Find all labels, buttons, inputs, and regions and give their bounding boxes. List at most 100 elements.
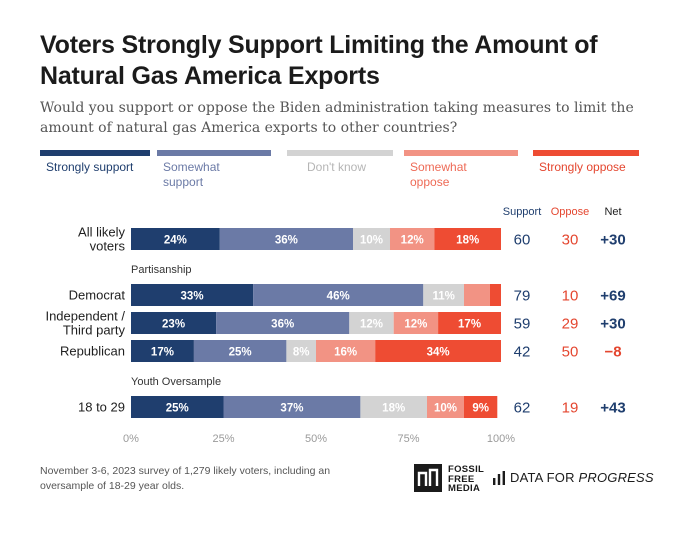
chart-subtitle: Would you support or oppose the Biden ad… <box>40 100 634 136</box>
data-label: 9% <box>472 403 489 415</box>
bar-segment-somewhat-oppose <box>390 228 435 250</box>
legend-label: Don't know <box>307 160 366 174</box>
support-value: 79 <box>514 288 531 305</box>
net-value: +30 <box>600 232 625 249</box>
net-value: +30 <box>600 316 625 333</box>
legend-swatch <box>533 150 639 156</box>
data-label: 10% <box>434 403 457 415</box>
column-header-support: Support <box>502 206 542 218</box>
group-heading: Youth Oversample <box>131 376 221 388</box>
data-label: 12% <box>404 319 427 331</box>
bar-segment-somewhat-support <box>219 228 353 250</box>
bar-segment-somewhat-oppose <box>393 312 439 334</box>
bar-segment-somewhat-support <box>253 284 424 306</box>
oppose-value: 50 <box>562 344 579 361</box>
row-label: Democrat <box>69 288 126 303</box>
data-label: 33% <box>181 291 204 303</box>
bar-segment-strongly-support <box>131 228 220 250</box>
oppose-value: 30 <box>562 232 579 249</box>
data-label: 18% <box>382 403 405 415</box>
data-label: 8% <box>293 347 310 359</box>
dfp-progress: PROGRESS <box>578 470 654 485</box>
bar-segment-dont-know <box>353 228 390 250</box>
bar-segment-strongly-oppose <box>489 284 501 306</box>
legend-somewhat-oppose: Somewhat oppose <box>404 150 518 189</box>
ffm-line-2: FREE <box>448 473 475 485</box>
bar-segment-strongly-oppose <box>434 228 501 250</box>
support-value: 60 <box>514 232 531 249</box>
data-label: 12% <box>360 319 383 331</box>
ffm-line-1: FOSSIL <box>448 464 485 475</box>
x-tick-label: 100% <box>487 433 515 445</box>
row-label: 18 to 29 <box>78 400 125 415</box>
bar-segment-somewhat-support <box>216 312 350 334</box>
data-label: 36% <box>275 235 298 247</box>
x-tick-label: 75% <box>397 433 419 445</box>
legend-label: Somewhat oppose <box>410 160 467 189</box>
legend-label: Strongly support <box>46 160 134 174</box>
support-value: 42 <box>514 344 531 361</box>
ffm-line-3: MEDIA <box>448 483 481 494</box>
bar-segment-strongly-oppose <box>375 340 501 362</box>
data-label: 25% <box>166 403 189 415</box>
row-label: Third party <box>63 323 126 338</box>
bar-segment-strongly-oppose <box>464 396 498 418</box>
net-value: +69 <box>600 288 625 305</box>
x-tick-label: 0% <box>123 433 139 445</box>
data-label: 12% <box>401 235 424 247</box>
x-tick-label: 50% <box>305 433 327 445</box>
x-tick-label: 25% <box>212 433 234 445</box>
legend-somewhat-support: Somewhat support <box>157 150 271 189</box>
bar-segment-strongly-support <box>131 396 224 418</box>
data-label: 37% <box>280 403 303 415</box>
data-label: 18% <box>456 235 479 247</box>
oppose-value: 29 <box>562 316 579 333</box>
row-label: voters <box>90 239 126 254</box>
bar-chart-icon <box>493 471 505 485</box>
bar-segment-somewhat-oppose <box>464 284 490 306</box>
legend-swatch <box>40 150 150 156</box>
data-label: 36% <box>271 319 294 331</box>
bar-segment-somewhat-support <box>223 396 361 418</box>
net-value: −8 <box>604 344 621 361</box>
row-label: All likely <box>78 225 125 240</box>
column-header-net: Net <box>604 206 622 218</box>
group-heading: Partisanship <box>131 264 192 276</box>
chart-title: Voters Strongly Support Limiting the Amo… <box>40 31 598 90</box>
row-label: Republican <box>60 344 125 359</box>
footnote: November 3-6, 2023 survey of 1,279 likel… <box>40 465 331 492</box>
legend-swatch <box>287 150 393 156</box>
support-value: 62 <box>514 400 531 417</box>
bar-segment-strongly-support <box>131 340 194 362</box>
net-value: +43 <box>600 400 625 417</box>
data-label: 25% <box>229 347 252 359</box>
data-label: 17% <box>458 319 481 331</box>
oppose-value: 10 <box>562 288 579 305</box>
data-label: 11% <box>432 291 454 303</box>
legend-label: Somewhat support <box>163 160 220 189</box>
bar-segment-somewhat-oppose <box>427 396 464 418</box>
bar-segment-dont-know <box>360 396 427 418</box>
legend-swatch <box>404 150 518 156</box>
bar-segment-strongly-support <box>131 312 217 334</box>
data-label: 34% <box>427 347 450 359</box>
bar-segment-strongly-support <box>131 284 254 306</box>
data-label: 46% <box>327 291 350 303</box>
bar-segment-somewhat-oppose <box>316 340 376 362</box>
legend-label: Strongly oppose <box>539 160 626 174</box>
bar-segment-dont-know <box>349 312 394 334</box>
dfp-prefix: DATA FOR <box>510 470 575 485</box>
bar-segment-dont-know <box>423 284 464 306</box>
row-label: Independent / <box>45 309 125 324</box>
legend-strongly-oppose: Strongly oppose <box>533 150 639 184</box>
oppose-value: 19 <box>562 400 579 417</box>
bar-segment-somewhat-support <box>193 340 287 362</box>
data-label: 17% <box>151 347 174 359</box>
legend-dont-know: Don't know <box>287 150 393 184</box>
data-label: 10% <box>360 235 383 247</box>
data-label: 16% <box>334 347 357 359</box>
bar-segment-strongly-oppose <box>438 312 501 334</box>
bar-segment-dont-know <box>286 340 316 362</box>
data-label: 23% <box>162 319 185 331</box>
